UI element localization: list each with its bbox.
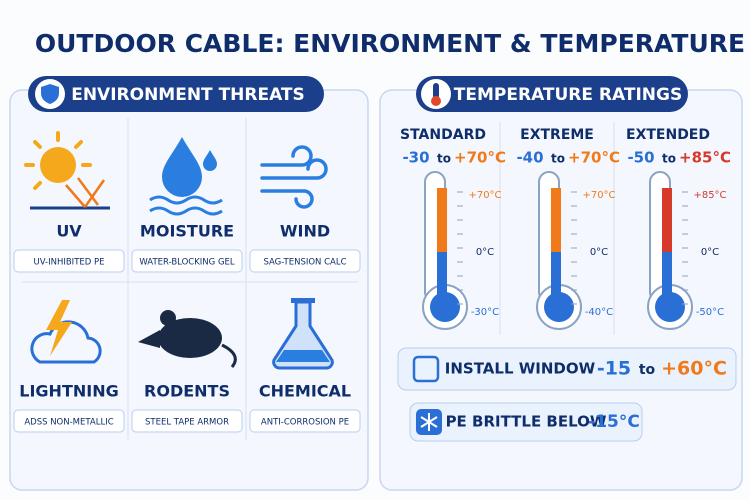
- thermo-tick-label: +70°C: [582, 190, 615, 201]
- brittle-label: PE BRITTLE BELOW: [446, 413, 607, 431]
- solution-text: SAG-TENSION CALC: [263, 258, 346, 268]
- rating-to: to: [662, 152, 676, 166]
- thermo-tick-label: 0°C: [590, 247, 608, 258]
- thermo-hot: [551, 188, 561, 252]
- rating-name: EXTREME: [520, 127, 594, 143]
- rating-low: -30: [402, 149, 429, 167]
- thermo-tick-label: +70°C: [468, 190, 501, 201]
- solution-text: STEEL TAPE ARMOR: [145, 418, 229, 428]
- title: OUTDOOR CABLE: ENVIRONMENT & TEMPERATURE: [35, 29, 745, 58]
- install-high: +60°C: [661, 358, 727, 380]
- threat-name: CHEMICAL: [259, 382, 351, 401]
- thermo-badge-bulb: [431, 96, 441, 106]
- sun-icon: [24, 131, 110, 210]
- solution-tag: [13, 409, 125, 433]
- thermo-bulb-fill: [655, 292, 685, 322]
- solution-text: ADSS NON-METALLIC: [24, 418, 113, 428]
- thermo-tick-label: 0°C: [476, 247, 494, 258]
- threat-name: UV: [56, 222, 82, 241]
- rating-to: to: [437, 152, 451, 166]
- threat-name: WIND: [280, 222, 330, 241]
- brittle-box: [409, 402, 643, 442]
- thermo-tick-label: -30°C: [471, 307, 499, 318]
- solution-tag: [131, 409, 243, 433]
- thermo-cold: [662, 252, 672, 302]
- rating-name: STANDARD: [400, 127, 486, 143]
- solution-text: UV-INHIBITED PE: [33, 258, 104, 268]
- solution-tag: [13, 249, 125, 273]
- rating-low: -40: [516, 149, 543, 167]
- install-low: -15: [597, 358, 631, 380]
- thermo-tick-label: -50°C: [696, 307, 724, 318]
- thermo-cold: [437, 252, 447, 302]
- thermo-hot: [437, 188, 447, 252]
- snow-icon: [420, 413, 438, 431]
- thermo-bulb-fill: [430, 292, 460, 322]
- install-box: [397, 347, 737, 391]
- rating-low: -50: [627, 149, 654, 167]
- threat-name: RODENTS: [144, 382, 230, 401]
- water-drop-icon: [149, 137, 223, 216]
- threat-name: MOISTURE: [140, 222, 234, 241]
- solution-tag: [249, 249, 361, 273]
- threats-title: ENVIRONMENT THREATS: [71, 85, 305, 105]
- calendar-icon: [412, 355, 440, 383]
- rating-high: +85°C: [679, 149, 731, 167]
- thermo-hot: [662, 188, 672, 252]
- thermo-cold: [551, 252, 561, 302]
- threat-name: LIGHTNING: [19, 382, 118, 401]
- solution-text: WATER-BLOCKING GEL: [139, 258, 235, 268]
- solution-text: ANTI-CORROSION PE: [261, 418, 349, 428]
- solution-tag: [131, 249, 243, 273]
- rating-to: to: [551, 152, 565, 166]
- lightning-icon: [30, 300, 102, 364]
- thermo-tick-label: +85°C: [693, 190, 726, 201]
- wind-icon: [260, 145, 328, 209]
- shield-icon: [41, 84, 59, 104]
- thermo-bulb-fill: [544, 292, 574, 322]
- ratings-title: TEMPERATURE RATINGS: [454, 85, 682, 105]
- threats-header: [28, 76, 324, 112]
- flask-icon: [272, 298, 334, 370]
- solution-tag: [249, 409, 361, 433]
- thermo-badge-icon: [433, 83, 439, 99]
- rating-name: EXTENDED: [626, 127, 710, 143]
- brittle-value: -15°C: [588, 412, 640, 432]
- install-to: to: [639, 362, 656, 378]
- rodent-icon: [138, 310, 237, 368]
- ratings-header: [416, 76, 688, 112]
- install-label: INSTALL WINDOW: [445, 360, 596, 378]
- rating-high: +70°C: [454, 149, 506, 167]
- thermo-tick-label: 0°C: [701, 247, 719, 258]
- rating-high: +70°C: [568, 149, 620, 167]
- thermo-tick-label: -40°C: [585, 307, 613, 318]
